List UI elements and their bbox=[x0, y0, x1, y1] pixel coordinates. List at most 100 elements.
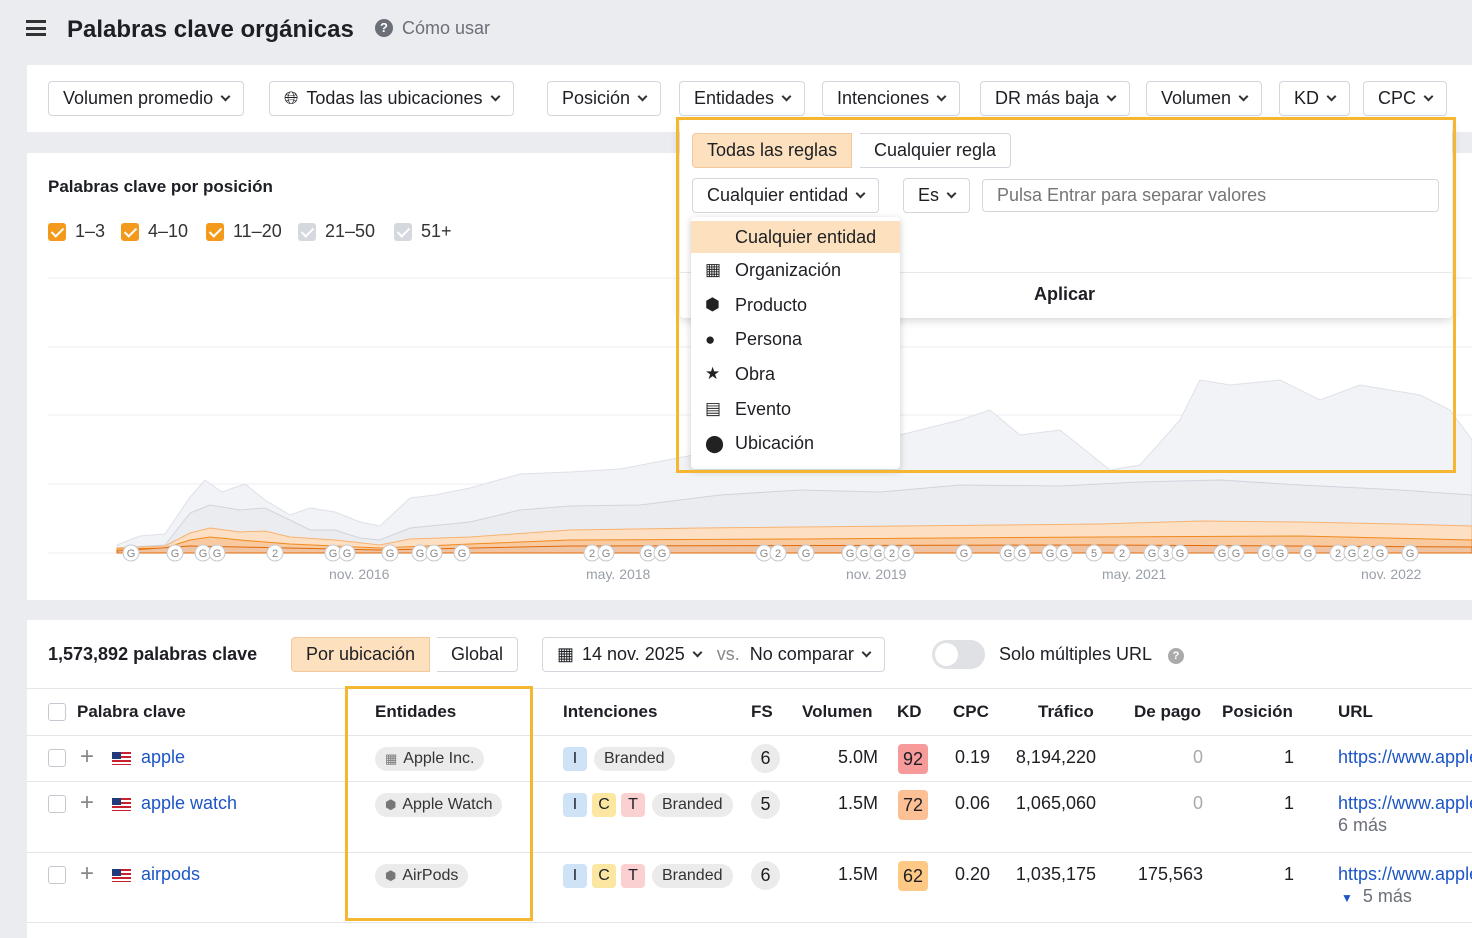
select-all-checkbox[interactable] bbox=[48, 703, 66, 721]
serp-features-count[interactable]: 5 bbox=[751, 790, 780, 819]
filter-volume[interactable]: Volumen bbox=[1146, 81, 1263, 116]
entity-chip[interactable]: ⬢ Apple Watch bbox=[375, 793, 503, 817]
annotation-marker[interactable] bbox=[1085, 544, 1103, 562]
annotation-marker[interactable] bbox=[1013, 544, 1031, 562]
annotation-marker[interactable] bbox=[122, 544, 140, 562]
col-traffic[interactable]: Tráfico bbox=[1038, 702, 1094, 721]
url-link[interactable]: https://www.apple.com/ bbox=[1338, 793, 1472, 813]
row-checkbox[interactable] bbox=[48, 749, 66, 767]
rule-mode-any[interactable]: Cualquier regla bbox=[860, 133, 1012, 168]
url-link[interactable]: https://www.apple.com/ bbox=[1338, 747, 1472, 767]
annotation-marker[interactable] bbox=[1299, 544, 1317, 562]
annotation-marker[interactable] bbox=[1227, 544, 1245, 562]
traffic: 1,035,175 bbox=[1015, 864, 1096, 884]
divider bbox=[27, 922, 1472, 923]
option-product[interactable]: ⬢ Producto bbox=[705, 294, 808, 315]
filter-intents[interactable]: Intenciones bbox=[822, 81, 961, 116]
filter-cpc[interactable]: CPC bbox=[1363, 81, 1448, 116]
annotation-marker[interactable] bbox=[597, 544, 615, 562]
annotation-marker[interactable] bbox=[1401, 544, 1419, 562]
col-keyword[interactable]: Palabra clave bbox=[77, 702, 186, 721]
branded-badge: Branded bbox=[652, 864, 733, 888]
annotation-marker-label: 5 bbox=[1091, 548, 1097, 560]
annotation-marker[interactable] bbox=[425, 544, 443, 562]
option-work[interactable]: ★ Obra bbox=[705, 363, 776, 384]
filter-avg-volume[interactable]: Volumen promedio bbox=[48, 81, 245, 116]
annotation-marker[interactable] bbox=[769, 544, 787, 562]
how-to-link[interactable]: Cómo usar bbox=[402, 18, 491, 38]
more-urls[interactable]: 6 más bbox=[1338, 815, 1388, 835]
annotation-marker[interactable] bbox=[381, 544, 399, 562]
kd-badge: 62 bbox=[898, 861, 928, 891]
col-entities[interactable]: Entidades bbox=[375, 702, 457, 721]
annotation-marker[interactable] bbox=[1113, 544, 1131, 562]
annotation-marker[interactable] bbox=[266, 544, 284, 562]
row-checkbox[interactable] bbox=[48, 795, 66, 813]
entity-value-input[interactable] bbox=[982, 179, 1439, 212]
entity-chip[interactable]: ⬢ AirPods bbox=[375, 864, 469, 888]
legend-4-10[interactable]: 4–10 bbox=[121, 221, 188, 242]
option-person[interactable]: ● Persona bbox=[705, 329, 803, 350]
add-icon[interactable]: + bbox=[80, 860, 95, 887]
filter-kd[interactable]: KD bbox=[1279, 81, 1351, 116]
rule-mode-all[interactable]: Todas las reglas bbox=[692, 133, 853, 168]
apply-button[interactable]: Aplicar bbox=[1034, 284, 1096, 304]
col-cpc[interactable]: CPC bbox=[953, 702, 989, 721]
help-icon[interactable]: ? bbox=[1168, 648, 1184, 664]
annotation-marker[interactable] bbox=[1055, 544, 1073, 562]
annotation-marker[interactable] bbox=[453, 544, 471, 562]
help-icon[interactable]: ? bbox=[375, 19, 393, 37]
col-volume[interactable]: Volumen bbox=[802, 702, 873, 721]
col-url[interactable]: URL bbox=[1338, 702, 1373, 721]
date-compare-select[interactable]: ▦ 14 nov. 2025 vs. No comparar bbox=[542, 637, 885, 672]
intent-badge: C bbox=[592, 793, 616, 817]
legend-21-50[interactable]: 21–50 bbox=[298, 221, 375, 242]
option-organization[interactable]: ▦ Organización bbox=[705, 259, 842, 280]
multiple-url-toggle[interactable] bbox=[932, 640, 985, 669]
more-urls[interactable]: ▼ 5 más bbox=[1341, 886, 1412, 906]
keyword-link[interactable]: airpods bbox=[141, 864, 201, 884]
annotation-marker-label: 2 bbox=[272, 548, 278, 560]
annotation-marker[interactable] bbox=[208, 544, 226, 562]
add-icon[interactable]: + bbox=[80, 789, 95, 816]
option-event[interactable]: ▤ Evento bbox=[705, 398, 792, 419]
serp-features-count[interactable]: 6 bbox=[751, 744, 780, 773]
operator-select[interactable]: Es bbox=[903, 178, 971, 213]
annotation-marker-label: G bbox=[802, 548, 811, 560]
url-link[interactable]: https://www.apple.com/ bbox=[1338, 864, 1472, 884]
tab-by-location[interactable]: Por ubicación bbox=[291, 637, 431, 672]
option-any-entity[interactable]: Cualquier entidad bbox=[691, 221, 900, 253]
annotation-marker[interactable] bbox=[1271, 544, 1289, 562]
keyword-link[interactable]: apple watch bbox=[141, 793, 238, 813]
col-fs[interactable]: FS bbox=[751, 702, 773, 721]
filter-dr[interactable]: DR más baja bbox=[980, 81, 1131, 116]
annotation-marker[interactable] bbox=[338, 544, 356, 562]
annotation-marker[interactable] bbox=[1371, 544, 1389, 562]
annotation-marker[interactable] bbox=[955, 544, 973, 562]
filter-position[interactable]: Posición bbox=[547, 81, 662, 116]
row-checkbox[interactable] bbox=[48, 866, 66, 884]
menu-icon[interactable] bbox=[26, 20, 46, 36]
tab-global[interactable]: Global bbox=[437, 637, 519, 672]
legend-11-20[interactable]: 11–20 bbox=[206, 221, 282, 242]
annotation-marker[interactable] bbox=[897, 544, 915, 562]
col-position[interactable]: Posición bbox=[1222, 702, 1293, 721]
serp-features-count[interactable]: 6 bbox=[751, 861, 780, 890]
annotation-marker[interactable] bbox=[797, 544, 815, 562]
add-icon[interactable]: + bbox=[80, 743, 95, 770]
col-paid[interactable]: De pago bbox=[1134, 702, 1202, 721]
option-location[interactable]: ⬤ Ubicación bbox=[705, 433, 815, 454]
annotation-marker-label: G bbox=[416, 548, 425, 560]
annotation-marker[interactable] bbox=[653, 544, 671, 562]
annotation-marker[interactable] bbox=[1171, 544, 1189, 562]
col-intents[interactable]: Intenciones bbox=[563, 702, 658, 721]
filter-locations[interactable]: 🌐︎ Todas las ubicaciones bbox=[269, 81, 514, 116]
entity-type-select[interactable]: Cualquier entidad bbox=[692, 178, 880, 213]
filter-entities[interactable]: Entidades bbox=[679, 81, 806, 116]
entity-chip[interactable]: ▦ Apple Inc. bbox=[375, 747, 485, 771]
legend-1-3[interactable]: 1–3 bbox=[48, 221, 105, 242]
legend-51-plus[interactable]: 51+ bbox=[394, 221, 452, 242]
annotation-marker[interactable] bbox=[166, 544, 184, 562]
col-kd[interactable]: KD bbox=[897, 702, 922, 721]
keyword-link[interactable]: apple bbox=[141, 747, 186, 767]
